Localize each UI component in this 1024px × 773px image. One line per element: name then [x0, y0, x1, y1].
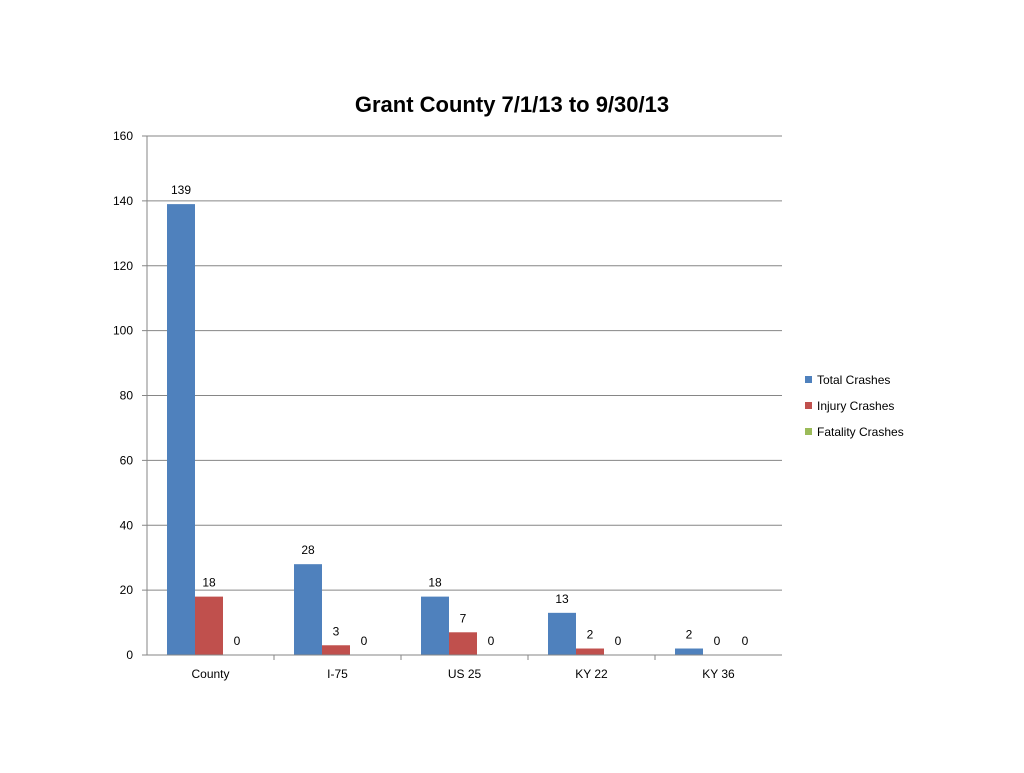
bar [322, 645, 350, 655]
x-tick-label: I-75 [327, 667, 348, 681]
y-tick-label: 120 [113, 259, 133, 273]
data-label: 13 [555, 592, 569, 606]
data-label: 0 [488, 634, 495, 648]
data-label: 139 [171, 183, 191, 197]
bar [675, 648, 703, 655]
y-tick-label: 160 [113, 129, 133, 143]
data-label: 18 [428, 576, 442, 590]
data-label: 0 [742, 634, 749, 648]
axes [146, 136, 782, 656]
legend-swatch [805, 428, 812, 435]
legend-swatch [805, 376, 812, 383]
data-label: 3 [333, 624, 340, 638]
data-label: 0 [234, 634, 241, 648]
data-label: 2 [686, 628, 693, 642]
data-label: 7 [460, 611, 467, 625]
y-tick-label: 140 [113, 194, 133, 208]
legend-label: Total Crashes [817, 373, 890, 387]
legend-label: Injury Crashes [817, 399, 894, 413]
x-axis-ticks: County I-75 US 25 KY 22 KY 36 [191, 655, 735, 681]
data-label: 2 [587, 628, 594, 642]
y-tick-label: 0 [126, 648, 133, 662]
bar [576, 648, 604, 655]
y-tick-label: 20 [120, 583, 134, 597]
x-tick-label: County [191, 667, 229, 681]
y-tick-label: 80 [120, 389, 134, 403]
bar [449, 632, 477, 655]
legend-swatch [805, 402, 812, 409]
y-tick-label: 60 [120, 453, 134, 467]
x-tick-label: US 25 [448, 667, 482, 681]
chart-title: Grant County 7/1/13 to 9/30/13 [355, 92, 669, 117]
data-label: 0 [714, 634, 721, 648]
bar [195, 596, 223, 655]
legend: Total Crashes Injury Crashes Fatality Cras… [805, 373, 904, 439]
legend-label: Fatality Crashes [817, 425, 904, 439]
x-tick-label: KY 22 [575, 667, 608, 681]
gridlines [147, 135, 782, 591]
y-tick-label: 100 [113, 324, 133, 338]
bar [167, 204, 195, 655]
bar [548, 612, 576, 655]
data-labels: 139 18 0 28 3 0 18 7 0 13 2 0 2 0 0 [171, 183, 749, 648]
data-label: 28 [301, 543, 315, 557]
data-label: 18 [202, 576, 216, 590]
bar [294, 564, 322, 655]
bar [421, 596, 449, 655]
x-tick-label: KY 36 [702, 667, 735, 681]
data-label: 0 [615, 634, 622, 648]
data-label: 0 [361, 634, 368, 648]
y-axis-ticks: 0 20 40 60 80 100 120 140 160 [113, 129, 147, 662]
bars [167, 204, 703, 655]
y-tick-label: 40 [120, 518, 134, 532]
